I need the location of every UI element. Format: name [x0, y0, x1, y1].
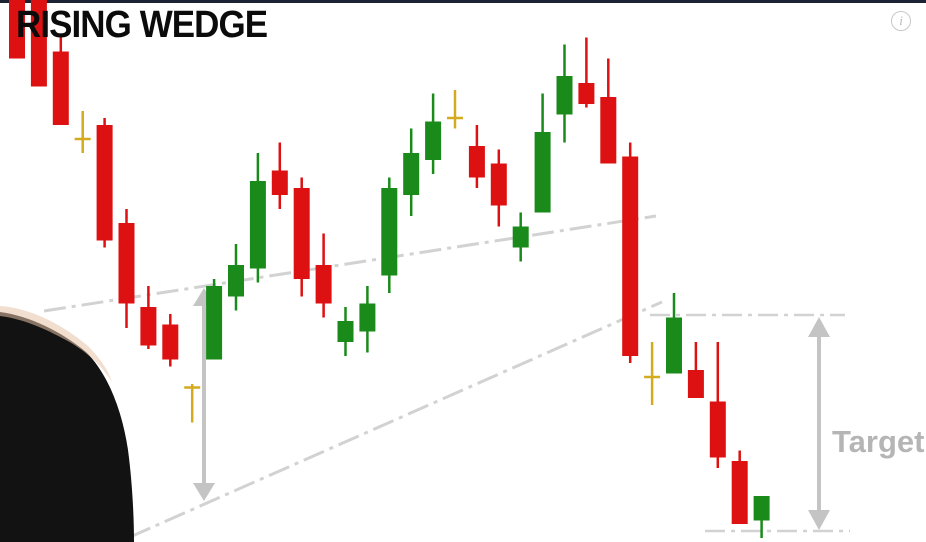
- candle-body: [381, 188, 398, 276]
- candle-bullish: [534, 93, 551, 213]
- candle-doji: [74, 111, 91, 153]
- target-arrow-head-down: [808, 510, 830, 530]
- wedge-lower-trendline: [129, 300, 663, 539]
- candle-body: [753, 496, 770, 521]
- candle-bullish: [425, 93, 442, 174]
- candle-body: [425, 121, 442, 160]
- presenter-silhouette: [0, 312, 134, 542]
- candle-body: [622, 156, 639, 356]
- candle-bullish: [359, 286, 376, 353]
- candle-bearish: [490, 149, 507, 227]
- candle-bullish: [403, 128, 420, 216]
- candle-body: [534, 132, 551, 213]
- candle-bullish: [556, 44, 573, 143]
- candle-bearish: [600, 58, 617, 164]
- candle-bearish: [162, 314, 179, 367]
- candle-body: [228, 265, 244, 297]
- wedge-height-arrow-head-down: [193, 483, 215, 501]
- candle-bearish: [271, 142, 288, 209]
- candle-body: [687, 370, 704, 398]
- candle-body: [709, 401, 726, 458]
- candle-body: [315, 265, 332, 304]
- candle-body: [52, 51, 69, 125]
- candle-bearish: [140, 286, 157, 349]
- candle-bullish: [381, 177, 398, 293]
- candle-body: [556, 76, 573, 115]
- candle-bearish: [315, 233, 332, 318]
- candle-bullish: [206, 279, 223, 360]
- candle-bearish: [9, 0, 25, 59]
- candle-doji: [184, 384, 201, 423]
- candle-bullish: [228, 244, 244, 311]
- info-icon[interactable]: i: [891, 11, 911, 31]
- candle-bearish: [30, 0, 47, 87]
- top-strip: [0, 0, 926, 3]
- candlestick-series: [9, 0, 770, 538]
- candle-bullish: [337, 307, 354, 356]
- candle-body: [206, 286, 223, 360]
- candle-bearish: [468, 125, 485, 188]
- candle-body: [578, 83, 595, 104]
- candle-body: [403, 153, 420, 195]
- candle-body: [731, 461, 748, 524]
- candle-bearish: [687, 342, 704, 398]
- candle-bearish: [622, 142, 639, 363]
- candle-body: [118, 223, 135, 304]
- candle-body: [30, 0, 47, 87]
- candle-bullish: [512, 212, 529, 262]
- candle-body: [249, 181, 266, 269]
- candle-body: [600, 97, 617, 164]
- candle-body: [512, 226, 529, 248]
- presenter-skin-edge: [0, 306, 112, 382]
- candle-body: [9, 0, 25, 59]
- chart-guides: Target: [43, 214, 924, 539]
- candle-bearish: [96, 118, 113, 248]
- target-arrow-head-up: [808, 317, 830, 337]
- candle-body: [468, 146, 485, 178]
- candle-body: [666, 317, 682, 374]
- candle-body: [162, 324, 179, 360]
- candle-body: [271, 170, 288, 195]
- wedge-upper-trendline: [43, 214, 657, 313]
- page-title: RISING WEDGE: [16, 4, 268, 46]
- candle-bullish: [753, 496, 770, 538]
- candle-bearish: [118, 209, 135, 328]
- candle-body: [140, 307, 157, 346]
- candle-body: [96, 125, 113, 241]
- candle-doji: [447, 90, 463, 129]
- candle-body: [359, 303, 376, 332]
- candle-bearish: [578, 37, 595, 108]
- candle-bearish: [731, 450, 748, 524]
- candle-doji: [644, 342, 661, 405]
- target-label: Target: [832, 424, 924, 459]
- candle-bearish: [52, 34, 69, 125]
- candle-body: [293, 188, 310, 279]
- candle-bullish: [666, 293, 682, 374]
- candle-bearish: [293, 177, 310, 297]
- candle-body: [337, 321, 354, 342]
- candle-body: [490, 163, 507, 206]
- candle-bearish: [709, 342, 726, 468]
- candle-bullish: [249, 153, 266, 283]
